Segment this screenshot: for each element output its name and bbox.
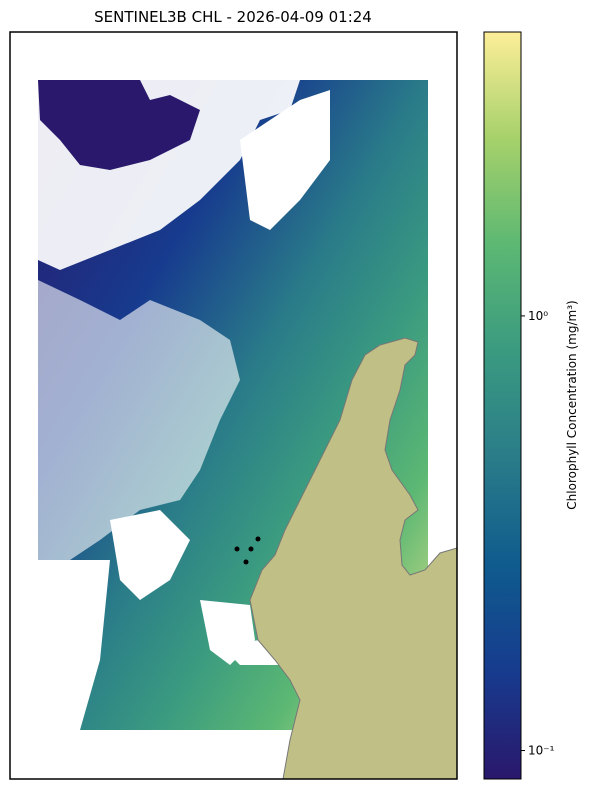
cloud-gap — [38, 80, 200, 170]
map-title: SENTINEL3B CHL - 2026-04-09 01:24 — [94, 8, 372, 26]
cloud — [240, 90, 330, 230]
station — [243, 559, 249, 565]
map-frame — [9, 31, 458, 780]
colorbar — [483, 31, 522, 780]
colorbar-label: Chlorophyll Concentration (mg/m³) — [565, 300, 579, 509]
cloud — [38, 560, 110, 730]
station — [234, 546, 240, 552]
colorbar-tick-label: 10⁻¹ — [528, 744, 555, 758]
cloud — [110, 510, 190, 600]
colorbar-tick-label: 10⁰ — [528, 309, 548, 323]
land — [249, 337, 457, 779]
map-area — [38, 80, 457, 779]
cloud — [38, 280, 240, 560]
station — [248, 546, 254, 552]
station — [255, 536, 261, 542]
